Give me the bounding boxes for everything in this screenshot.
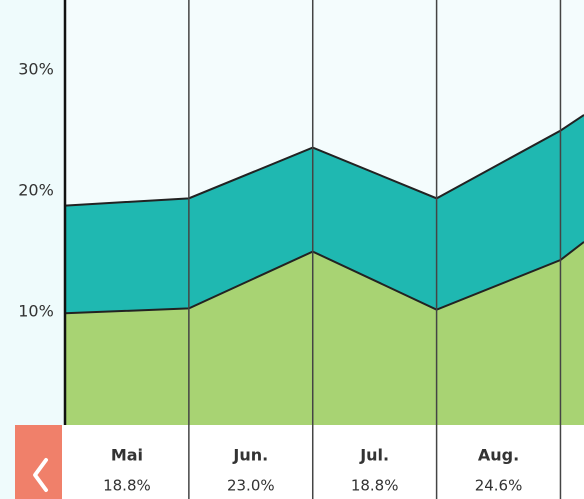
column-value: 23.0% (227, 477, 275, 495)
column-labels: Mai 18.8% Jun. 23.0% Jul. 18.8% Aug. 24.6% (103, 425, 562, 499)
area (65, 241, 584, 433)
column-value: 18.8% (351, 477, 399, 495)
y-tick-label: 30% (18, 60, 54, 79)
chevron-icon (33, 458, 48, 492)
bottom-panel (62, 425, 584, 499)
column-label: Mai (111, 446, 143, 465)
column-label: Aug. (478, 446, 519, 465)
column-value: 24.6% (475, 477, 523, 495)
y-tick-label: 10% (18, 302, 54, 321)
plot (63, 0, 584, 499)
area-line (64, 114, 584, 207)
area (65, 114, 584, 314)
column-value: 18.8% (103, 477, 151, 495)
column-label: Jul. (359, 446, 389, 465)
y-tick-label: 20% (18, 181, 54, 200)
area-line (64, 241, 584, 315)
back-button[interactable] (15, 425, 62, 499)
column-label: Jun. (232, 446, 268, 465)
